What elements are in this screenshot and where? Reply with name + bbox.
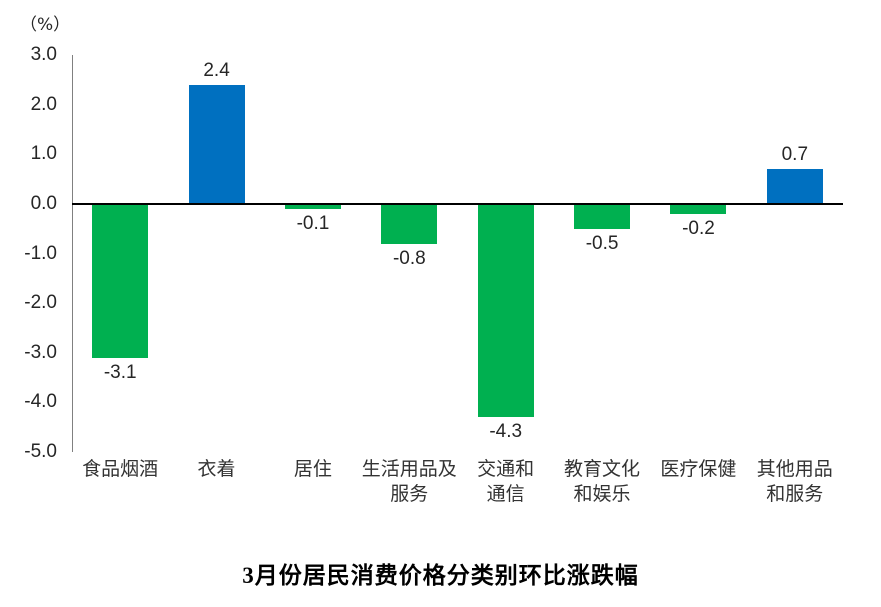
bar-value-label: -4.3 <box>489 421 523 443</box>
category-label: 生活用品及 服务 <box>361 459 457 505</box>
bar-value-label: -0.5 <box>585 232 619 254</box>
y-tick-label: -5.0 <box>24 441 57 462</box>
bar <box>284 203 341 209</box>
bar <box>188 84 245 204</box>
y-tick-label: 0.0 <box>30 192 57 214</box>
bar-value-label: 0.7 <box>781 144 809 166</box>
x-axis-zero-line <box>72 202 843 205</box>
category-label: 衣着 <box>197 459 236 480</box>
bar-value-label: 2.4 <box>203 59 230 81</box>
bar <box>670 203 727 214</box>
y-tick-label: -3.0 <box>24 341 57 363</box>
category-label: 交通和 通信 <box>477 459 535 505</box>
bar <box>766 169 823 204</box>
y-tick-label: -1.0 <box>24 242 57 264</box>
y-tick-label: 2.0 <box>30 93 57 115</box>
bar-value-label: -0.1 <box>296 212 330 234</box>
category-label: 食品烟酒 <box>82 459 159 480</box>
y-axis-line <box>72 55 73 452</box>
y-tick-label: 3.0 <box>30 44 57 65</box>
category-label: 居住 <box>293 459 332 480</box>
chart-title: 3月份居民消费价格分类别环比涨跌幅 <box>242 563 639 588</box>
bar <box>381 203 438 244</box>
y-tick-label: -4.0 <box>24 391 57 413</box>
category-label: 医疗保健 <box>660 459 737 480</box>
bar-value-label: -3.1 <box>103 361 137 383</box>
bar <box>574 203 631 229</box>
bar <box>477 203 534 418</box>
bar-value-label: -0.8 <box>392 247 426 269</box>
y-axis-unit-label: （%） <box>20 15 71 35</box>
bar-value-label: -0.2 <box>682 217 715 239</box>
category-label: 教育文化 和娱乐 <box>564 459 641 505</box>
y-tick-label: 1.0 <box>30 143 57 165</box>
bar <box>92 203 149 358</box>
category-label: 其他用品 和服务 <box>756 459 833 505</box>
y-tick-label: -2.0 <box>24 292 57 314</box>
